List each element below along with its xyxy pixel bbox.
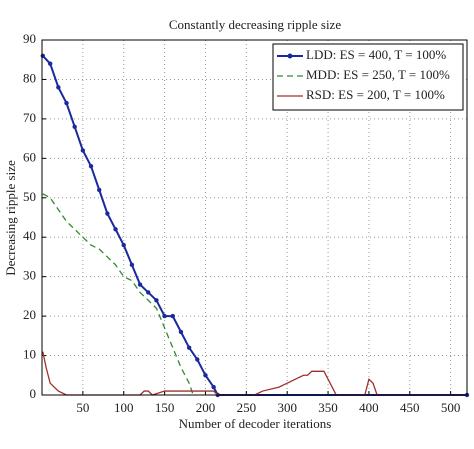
data-point bbox=[129, 262, 135, 268]
x-tick-label: 350 bbox=[318, 400, 338, 415]
y-tick-label: 10 bbox=[23, 347, 36, 362]
x-tick-label: 200 bbox=[196, 400, 216, 415]
x-axis-label: Number of decoder iterations bbox=[179, 416, 332, 431]
x-tick-label: 300 bbox=[277, 400, 297, 415]
x-tick-label: 250 bbox=[237, 400, 257, 415]
data-point bbox=[56, 85, 61, 90]
data-point bbox=[72, 124, 77, 129]
y-tick-label: 70 bbox=[23, 110, 36, 125]
data-point bbox=[178, 329, 184, 335]
x-tick-label: 450 bbox=[400, 400, 420, 415]
y-axis-label: Decreasing ripple size bbox=[3, 160, 18, 276]
data-point bbox=[64, 100, 69, 106]
x-tick-label: 150 bbox=[155, 400, 175, 415]
x-tick-label: 50 bbox=[76, 400, 89, 415]
y-tick-label: 0 bbox=[30, 386, 37, 401]
data-point bbox=[162, 313, 167, 319]
legend-label: RSD: ES = 200, T = 100% bbox=[306, 87, 445, 102]
data-point bbox=[170, 313, 175, 319]
data-point bbox=[137, 282, 143, 287]
data-point bbox=[154, 298, 159, 303]
y-tick-label: 20 bbox=[23, 307, 36, 322]
data-point bbox=[40, 53, 46, 58]
y-tick-label: 80 bbox=[23, 70, 36, 85]
x-tick-label: 400 bbox=[359, 400, 379, 415]
y-tick-label: 40 bbox=[23, 228, 36, 243]
chart-title: Constantly decreasing ripple size bbox=[169, 17, 341, 32]
x-tick-label: 100 bbox=[114, 400, 134, 415]
legend-marker bbox=[287, 53, 293, 59]
data-point bbox=[88, 164, 94, 169]
data-point bbox=[203, 373, 208, 378]
data-point bbox=[80, 148, 86, 153]
data-line bbox=[42, 55, 467, 396]
plot-frame bbox=[41, 39, 468, 396]
data-point bbox=[186, 345, 192, 350]
data-point bbox=[121, 242, 126, 248]
y-tick-label: 30 bbox=[23, 268, 36, 283]
legend-label: LDD: ES = 400, T = 100% bbox=[306, 47, 446, 62]
data-point bbox=[146, 290, 151, 295]
data-point bbox=[211, 384, 216, 390]
legend-label: MDD: ES = 250, T = 100% bbox=[306, 67, 450, 82]
y-tick-label: 50 bbox=[23, 189, 36, 204]
data-point bbox=[47, 61, 53, 66]
data-point bbox=[113, 227, 118, 232]
data-point bbox=[105, 211, 110, 216]
data-point bbox=[195, 357, 200, 362]
y-tick-label: 90 bbox=[23, 31, 36, 46]
x-tick-label: 500 bbox=[441, 400, 461, 415]
data-point bbox=[97, 187, 102, 193]
legend-box bbox=[272, 43, 464, 111]
data-line bbox=[42, 193, 194, 396]
y-tick-label: 60 bbox=[23, 149, 36, 164]
